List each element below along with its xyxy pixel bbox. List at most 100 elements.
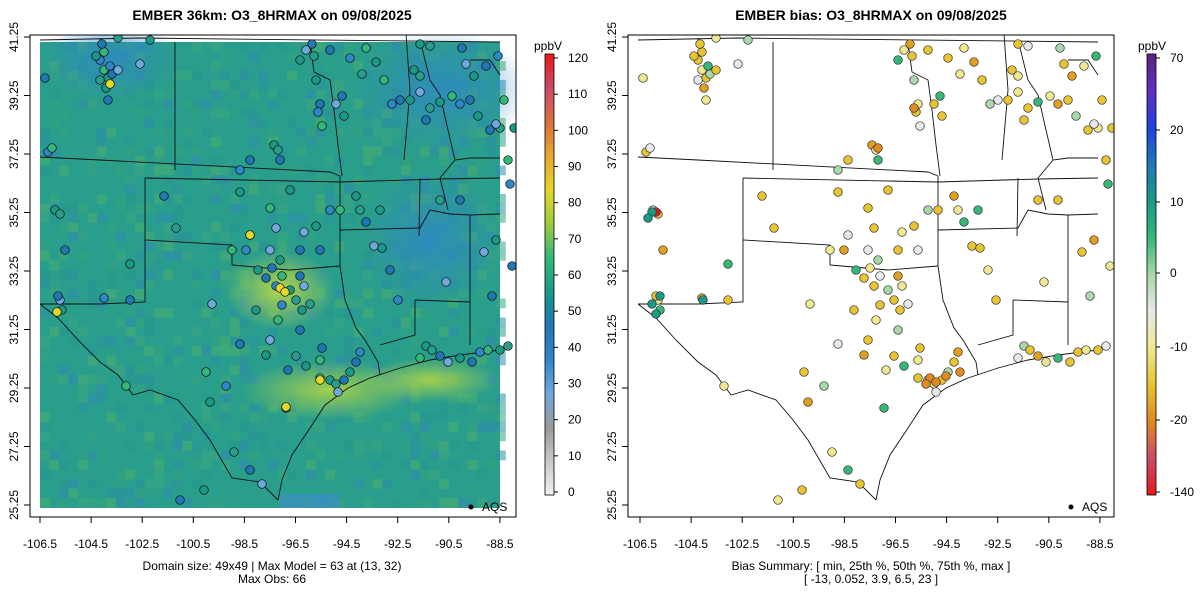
right-map-background [628, 35, 1114, 517]
observation-marker [221, 381, 231, 391]
bias-marker [1023, 41, 1033, 51]
observation-marker [335, 205, 345, 215]
y-tick-label: 33.25 [7, 256, 21, 286]
bias-marker [711, 35, 721, 43]
observation-marker [273, 315, 283, 325]
observation-marker [317, 121, 327, 131]
bias-marker [1107, 123, 1114, 133]
observation-marker [235, 187, 245, 197]
observation-marker [309, 51, 319, 61]
x-tick-label: -96.5 [282, 537, 310, 551]
colorbar-tick-label: 80 [568, 196, 582, 210]
x-tick-label: -94.5 [333, 537, 361, 551]
x-tick-label: -98.5 [831, 537, 859, 551]
left-low-region-s [280, 494, 340, 508]
colorbar-tick-label: 40 [568, 340, 582, 354]
observation-marker [503, 341, 513, 351]
observation-marker [405, 95, 415, 105]
bias-marker [1089, 119, 1099, 129]
bias-marker [899, 361, 909, 371]
bias-marker [803, 397, 813, 407]
bias-marker [636, 21, 645, 30]
bias-marker [723, 259, 733, 269]
observation-marker [245, 465, 255, 475]
observation-marker [455, 195, 465, 205]
observation-marker [297, 305, 307, 315]
observation-marker [351, 191, 361, 201]
colorbar-tick-label: 100 [568, 123, 588, 137]
bias-marker [933, 205, 943, 215]
bias-marker [1083, 125, 1093, 135]
observation-marker [275, 255, 285, 265]
left-footer-line1: Domain size: 49x49 | Max Model = 63 at (… [143, 559, 402, 573]
bias-marker [1013, 71, 1023, 81]
observation-marker [375, 205, 385, 215]
observation-marker [351, 357, 361, 367]
bias-marker [959, 43, 969, 53]
bias-marker [1033, 97, 1043, 107]
observation-marker [105, 61, 115, 71]
observation-marker [425, 103, 435, 113]
bias-marker-low [655, 291, 665, 301]
left-colorbar [544, 53, 555, 496]
colorbar-tick-label: 120 [568, 51, 588, 65]
observation-marker-high [280, 287, 290, 297]
x-tick-label: -100.5 [176, 537, 210, 551]
observation-marker [113, 65, 123, 75]
observation-marker-high [52, 307, 62, 317]
bias-marker [1081, 345, 1091, 355]
bias-marker [658, 245, 668, 255]
observation-marker [227, 245, 237, 255]
bias-marker [889, 351, 899, 361]
colorbar-tick-label: -10 [1170, 340, 1188, 354]
observation-marker [265, 245, 275, 255]
left-title: EMBER 36km: O3_8HRMAX on 09/08/2025 [132, 7, 412, 23]
bias-marker [1073, 347, 1083, 357]
observation-marker [261, 350, 271, 360]
colorbar-tick-label: 70 [1170, 51, 1184, 65]
bias-marker [1063, 95, 1073, 105]
colorbar-tick-label: 10 [568, 449, 582, 463]
bias-marker [1059, 59, 1069, 69]
bias-marker [875, 300, 885, 310]
bias-marker [913, 373, 923, 383]
bias-marker [645, 143, 655, 153]
bias-marker [1085, 291, 1095, 301]
bias-marker [799, 367, 809, 377]
bias-marker [773, 495, 783, 505]
bias-marker [975, 243, 985, 253]
x-tick-label: -94.5 [933, 537, 961, 551]
observation-marker [311, 75, 321, 85]
bias-marker [1013, 39, 1023, 49]
bias-marker [897, 281, 907, 291]
observation-marker [99, 47, 109, 57]
observation-marker [55, 209, 65, 219]
x-tick-label: -90.5 [435, 537, 463, 551]
left-low-region-e [360, 170, 500, 310]
bias-marker [967, 241, 977, 251]
bias-marker [849, 305, 859, 315]
bias-marker [1089, 235, 1099, 245]
observation-marker [171, 223, 181, 233]
x-tick-label: -106.5 [623, 537, 657, 551]
y-tick-label: 37.25 [605, 139, 619, 169]
bias-marker [923, 205, 933, 215]
bias-marker-high [921, 379, 931, 389]
observation-marker [415, 353, 425, 363]
observation-marker [415, 87, 425, 97]
observation-marker [415, 71, 425, 81]
y-tick-label: 41.25 [7, 22, 21, 52]
bias-marker [973, 205, 983, 215]
bias-marker [883, 185, 893, 195]
observation-marker [425, 41, 435, 51]
bias-marker [909, 221, 919, 231]
bias-marker [1101, 341, 1111, 351]
x-tick-label: -92.5 [984, 537, 1012, 551]
bias-marker [733, 59, 743, 69]
observation-marker [275, 155, 285, 165]
bias-marker [1103, 179, 1113, 189]
observation-marker [241, 245, 251, 255]
observation-marker [307, 39, 317, 49]
observation-marker [53, 291, 63, 301]
bias-marker [993, 95, 1003, 105]
